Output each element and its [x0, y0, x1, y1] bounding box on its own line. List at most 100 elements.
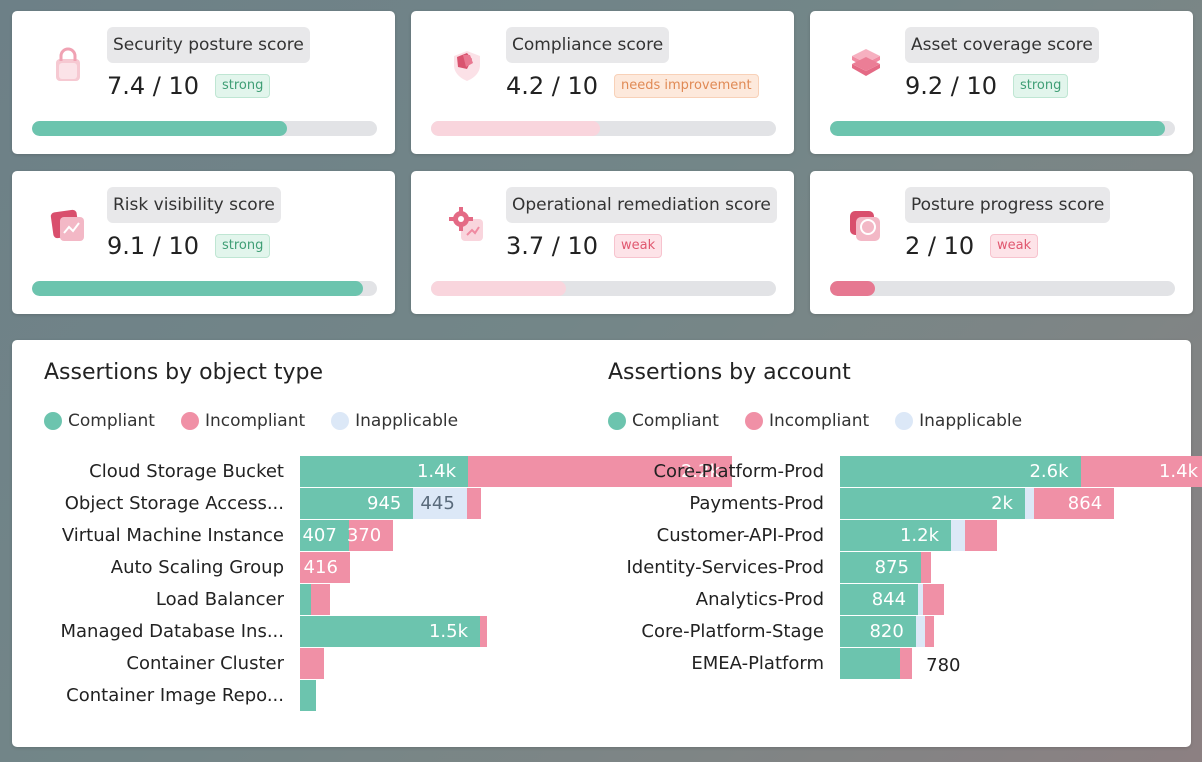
- bar-value-label: 945: [367, 493, 402, 514]
- layers-icon: [846, 45, 886, 85]
- score-progress-fill: [830, 121, 1165, 136]
- incompliant-segment[interactable]: [964, 520, 998, 551]
- row-label: Container Cluster: [126, 653, 284, 674]
- legend-inapplicable[interactable]: Inapplicable: [895, 411, 1022, 431]
- score-progress-track: [32, 281, 377, 296]
- score-card-risk-visibility-score[interactable]: Risk visibility score 9.1 / 10 strong: [12, 171, 395, 314]
- score-progress-track: [830, 121, 1175, 136]
- score-card-asset-coverage-score[interactable]: Asset coverage score 9.2 / 10 strong: [810, 11, 1193, 154]
- incompliant-segment[interactable]: [466, 488, 482, 519]
- legend-incompliant[interactable]: Incompliant: [180, 411, 305, 431]
- inapplicable-segment[interactable]: 445: [413, 488, 467, 519]
- stacked-bar[interactable]: 945 445: [300, 488, 482, 519]
- compliant-segment[interactable]: [840, 648, 901, 679]
- compliant-segment[interactable]: 844: [840, 584, 919, 615]
- status-badge: weak: [614, 234, 663, 258]
- stacked-bar[interactable]: [300, 584, 330, 615]
- score-progress-fill: [431, 121, 601, 136]
- compliant-segment[interactable]: 407: [300, 520, 349, 551]
- status-badge: weak: [990, 234, 1039, 258]
- inapplicable-dot: [331, 412, 350, 430]
- stacked-bar[interactable]: 844: [840, 584, 944, 615]
- compliant-segment[interactable]: [300, 680, 316, 711]
- gear-icon: [447, 205, 487, 245]
- legend-label: Incompliant: [768, 411, 870, 431]
- compliant-segment[interactable]: 1.2k: [840, 520, 951, 551]
- row-label: Cloud Storage Bucket: [89, 461, 284, 482]
- incompliant-segment[interactable]: [900, 648, 913, 679]
- stacked-bar[interactable]: [300, 648, 324, 679]
- shield-icon: [447, 45, 487, 85]
- incompliant-segment[interactable]: [920, 552, 932, 583]
- stacked-bar[interactable]: 1.5k: [300, 616, 488, 647]
- score-progress-fill: [830, 281, 875, 296]
- row-label: Analytics-Prod: [695, 589, 824, 610]
- score-card-posture-progress-score[interactable]: Posture progress score 2 / 10 weak: [810, 171, 1193, 314]
- bar-value-label: 445: [420, 493, 455, 514]
- score-card-compliance-score[interactable]: Compliance score 4.2 / 10 needs improvemen…: [411, 11, 794, 154]
- score-label: Security posture score: [107, 27, 310, 63]
- score-card-operational-remediation-score[interactable]: Operational remediation score 3.7 / 10 wea…: [411, 171, 794, 314]
- legend-compliant[interactable]: Compliant: [608, 411, 719, 431]
- stacked-bar[interactable]: 407 370: [300, 520, 394, 551]
- row-label: Auto Scaling Group: [110, 557, 284, 578]
- compliant-segment[interactable]: 2.6k: [840, 456, 1081, 487]
- stacked-bar[interactable]: [300, 680, 316, 711]
- stacked-bar[interactable]: 1.4k 2.2k: [300, 456, 732, 487]
- compliant-segment[interactable]: [300, 584, 311, 615]
- compliant-segment[interactable]: 875: [840, 552, 921, 583]
- compliant-segment[interactable]: 1.4k: [300, 456, 468, 487]
- status-badge: strong: [215, 74, 271, 98]
- compliant-segment[interactable]: 1.5k: [300, 616, 480, 647]
- legend-compliant[interactable]: Compliant: [44, 411, 155, 431]
- incompliant-segment[interactable]: [300, 648, 324, 679]
- score-label: Risk visibility score: [107, 187, 281, 223]
- inapplicable-segment[interactable]: [918, 584, 923, 615]
- incompliant-segment[interactable]: [310, 584, 330, 615]
- progress-icon: [846, 205, 886, 245]
- score-progress-fill: [431, 281, 566, 296]
- incompliant-segment[interactable]: [922, 584, 944, 615]
- compliant-dot: [44, 412, 62, 430]
- stacked-bar[interactable]: [840, 648, 913, 679]
- stacked-bar[interactable]: 416: [300, 552, 350, 583]
- incompliant-segment[interactable]: 370: [347, 520, 394, 551]
- row-label: Identity-Services-Prod: [626, 557, 824, 578]
- incompliant-segment[interactable]: [480, 616, 488, 647]
- compliant-segment[interactable]: 820: [840, 616, 916, 647]
- score-progress-fill: [32, 281, 364, 296]
- bar-value-label: 2.2k: [680, 461, 720, 482]
- score-value: 9.2 / 10: [905, 72, 998, 100]
- stacked-bar[interactable]: 2.6k 1.4k: [840, 456, 1202, 487]
- stacked-bar[interactable]: 820: [840, 616, 935, 647]
- inapplicable-segment[interactable]: [951, 520, 965, 551]
- inapplicable-segment[interactable]: [915, 616, 926, 647]
- incompliant-segment[interactable]: 1.4k: [1080, 456, 1202, 487]
- legend-label: Inapplicable: [355, 411, 459, 431]
- legend-incompliant[interactable]: Incompliant: [744, 411, 870, 431]
- row-label: Payments-Prod: [689, 493, 824, 514]
- incompliant-segment[interactable]: 416: [300, 552, 350, 583]
- legend-label: Compliant: [68, 411, 155, 431]
- score-progress-track: [32, 121, 377, 136]
- row-label: Customer-API-Prod: [656, 525, 824, 546]
- bar-value-label: 416: [303, 557, 338, 578]
- compliant-dot: [608, 412, 626, 430]
- incompliant-segment[interactable]: 864: [1034, 488, 1115, 519]
- stacked-bar[interactable]: 875: [840, 552, 932, 583]
- legend-inapplicable[interactable]: Inapplicable: [331, 411, 458, 431]
- bar-value-label: 820: [869, 621, 904, 642]
- compliant-segment[interactable]: 2k: [840, 488, 1025, 519]
- row-label: Container Image Repo...: [66, 685, 284, 706]
- score-label: Asset coverage score: [905, 27, 1099, 63]
- incompliant-segment[interactable]: [925, 616, 935, 647]
- stacked-bar[interactable]: 2k 864: [840, 488, 1115, 519]
- stacked-bar[interactable]: 1.2k: [840, 520, 998, 551]
- row-label: Object Storage Access...: [64, 493, 284, 514]
- score-card-security-posture-score[interactable]: Security posture score 7.4 / 10 strong: [12, 11, 395, 154]
- incompliant-segment[interactable]: 2.2k: [468, 456, 732, 487]
- row-label: EMEA-Platform: [691, 653, 824, 674]
- object-type-legend: Compliant Incompliant Inapplicable: [44, 410, 484, 432]
- compliant-segment[interactable]: 945: [300, 488, 414, 519]
- inapplicable-segment[interactable]: [1025, 488, 1035, 519]
